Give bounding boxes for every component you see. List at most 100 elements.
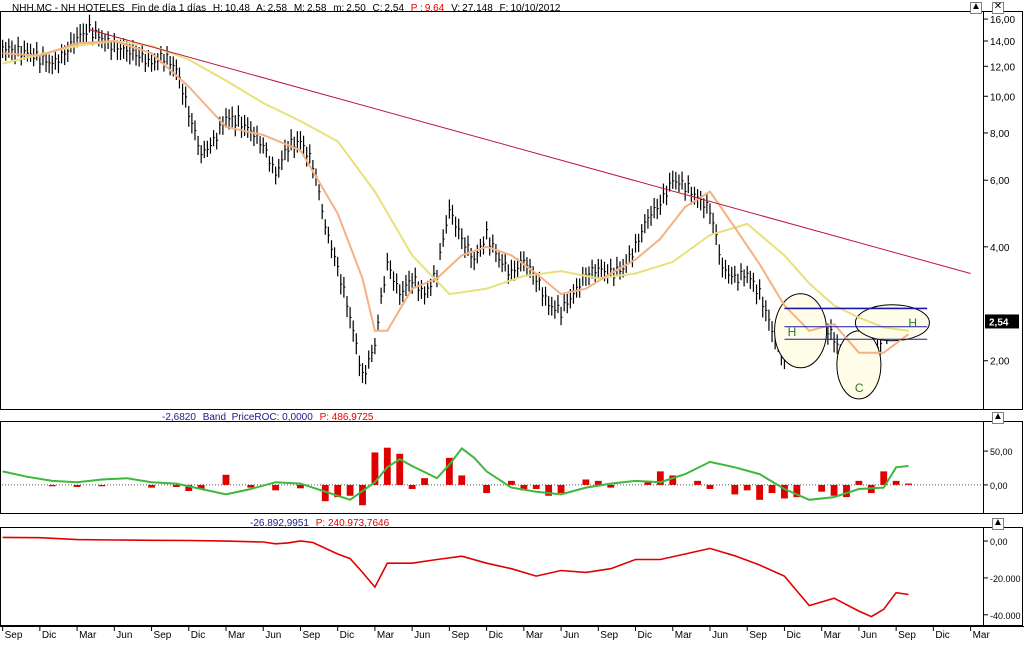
price-y-tick-label: 2,00 <box>990 357 1010 368</box>
x-axis-tick-label: Sep <box>898 630 916 641</box>
roc-label-a: -2,6820 <box>162 412 196 423</box>
last-price-badge <box>985 314 1019 329</box>
trendline <box>89 29 971 275</box>
x-axis-tick-label: Sep <box>451 630 469 641</box>
ellipse-h-right <box>854 304 930 342</box>
x-axis-tick-label: Dic <box>638 630 652 641</box>
roc-bar <box>185 484 193 492</box>
panel1-scroll-up-button[interactable]: ▲ <box>970 1 982 14</box>
roc-bar <box>346 484 354 496</box>
bottom-label-b: P: 240.973,7646 <box>316 518 390 529</box>
stat-low-label: m: <box>333 3 344 14</box>
x-axis-tick-label: Dic <box>191 630 205 641</box>
x-axis-tick-label: Sep <box>302 630 320 641</box>
x-axis-tick-label: Dic <box>42 630 56 641</box>
panel3-scroll-up-button[interactable]: ▲ <box>992 517 1004 530</box>
roc-bar <box>247 484 255 488</box>
roc-bar <box>644 480 652 485</box>
pattern-label-h-left: H <box>788 325 797 339</box>
roc-label-b: Band_PriceROC: 0,0000 <box>203 412 314 423</box>
roc-bar <box>197 484 205 489</box>
roc-bar <box>656 471 664 485</box>
price-bars-group <box>2 14 907 385</box>
roc-bar <box>532 484 540 489</box>
x-axis-tick-label: Jun <box>414 630 430 641</box>
stat-date-label: F: <box>500 3 509 14</box>
roc-bar <box>731 484 739 495</box>
roc-bar <box>73 484 81 487</box>
roc-bar <box>594 480 602 485</box>
roc-bar <box>669 475 677 485</box>
roc-y-tick-label: 50,00 <box>990 447 1013 457</box>
roc-bar <box>98 484 106 487</box>
roc-panel-label: -2,6820 Band_PriceROC: 0,0000 P: 486,972… <box>162 412 374 423</box>
roc-bar <box>520 484 528 491</box>
price-y-tick-label: 16,00 <box>990 15 1015 26</box>
period-label: Fin de día 1 días <box>132 3 207 14</box>
x-axis-tick-label: Jun <box>861 630 877 641</box>
x-axis-tick-label: Sep <box>5 630 23 641</box>
roc-bar <box>892 480 900 485</box>
cumulative-y-tick-label: -40.000 <box>990 611 1021 621</box>
panel-frame-3 <box>0 527 1023 626</box>
roc-bar <box>607 484 615 488</box>
pattern-label-c-bottom: C <box>855 381 864 395</box>
roc-bar <box>272 484 280 491</box>
x-axis-tick-label: Dic <box>340 630 354 641</box>
x-axis-tick-label: Jun <box>563 630 579 641</box>
panel2-scroll-up-button[interactable]: ▲ <box>992 411 1004 424</box>
price-y-tick-label: 8,00 <box>990 129 1010 140</box>
stat-h-value: 10,48 <box>225 3 250 14</box>
price-y-tick-label: 6,00 <box>990 176 1010 187</box>
roc-bar <box>371 452 379 485</box>
pattern-label-h-right: H <box>908 316 917 330</box>
roc-bar <box>148 484 155 488</box>
symbol-name: NHH.MC - NH HOTELES <box>12 3 125 14</box>
up-arrow-icon: ▲ <box>993 517 1003 528</box>
roc-bar <box>855 480 863 485</box>
x-axis-tick-label: Sep <box>600 630 618 641</box>
roc-bar <box>359 484 366 506</box>
price-y-tick-label: 12,00 <box>990 62 1015 73</box>
roc-bar <box>321 484 329 502</box>
panel1-close-button[interactable]: ✕ <box>992 1 1004 14</box>
last-price-value: 2,54 <box>989 317 1009 328</box>
cumulative-y-tick-label: 0,00 <box>990 537 1008 547</box>
x-axis-tick-label: Sep <box>749 630 767 641</box>
roc-bar <box>694 480 701 485</box>
bottom-label-a: -26.892,9951 <box>250 518 309 529</box>
roc-bar <box>421 478 428 485</box>
stat-m-value: 2,58 <box>307 3 327 14</box>
x-axis-tick-label: Mar <box>377 630 395 641</box>
x-axis-tick-label: Dic <box>489 630 503 641</box>
price-y-tick-label: 10,00 <box>990 92 1015 103</box>
roc-bar <box>48 484 56 487</box>
bottom-panel-label: -26.892,9951 P: 240.973,7646 <box>250 518 390 529</box>
x-axis-tick-label: Mar <box>526 630 544 641</box>
stat-date-value: 10/10/2012 <box>510 3 560 14</box>
stat-close-value: 2,54 <box>385 3 405 14</box>
stat-m-label: M: <box>294 3 305 14</box>
roc-bar <box>743 484 751 491</box>
roc-bar <box>768 484 776 494</box>
roc-bar <box>880 471 888 485</box>
stat-volume-value: 27.148 <box>462 3 493 14</box>
roc-bar <box>905 483 912 485</box>
ellipse-h-left <box>774 293 828 369</box>
roc-bar <box>334 484 342 498</box>
stat-p-value: 9,64 <box>425 3 445 14</box>
stat-a-label: A: <box>256 3 265 14</box>
x-axis-tick-label: Sep <box>154 630 172 641</box>
x-axis-tick-label: Mar <box>79 630 97 641</box>
up-arrow-icon: ▲ <box>971 1 981 12</box>
roc-bar <box>843 484 850 498</box>
header-info-text: NHH.MC - NH HOTELES Fin de día 1 días H:… <box>12 3 561 14</box>
roc-bar <box>793 484 801 498</box>
stat-volume-label: V: <box>451 3 460 14</box>
roc-bar <box>830 484 838 496</box>
stat-close-label: C: <box>373 3 383 14</box>
panel-frame-2 <box>0 421 1023 514</box>
stat-p-label: P : <box>411 3 423 14</box>
roc-bar <box>557 484 565 494</box>
x-axis-tick-label: Dic <box>786 630 800 641</box>
